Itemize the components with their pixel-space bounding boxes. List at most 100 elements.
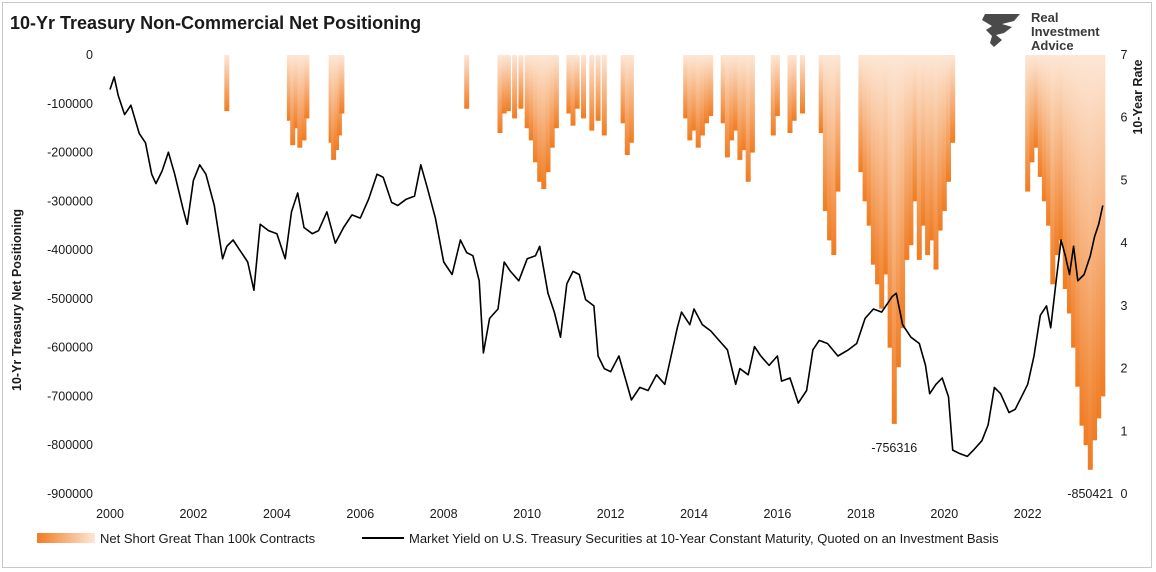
bar-91 bbox=[1054, 55, 1060, 255]
bar-67 bbox=[883, 55, 889, 275]
x-tick-label: 2022 bbox=[1014, 507, 1042, 521]
bar-100 bbox=[1092, 55, 1097, 441]
bar-68 bbox=[887, 55, 893, 348]
x-tick-label: 2020 bbox=[930, 507, 958, 521]
bar-41 bbox=[704, 55, 709, 124]
bar-35 bbox=[628, 55, 634, 143]
left-axis-ticks: 0 -100000 -200000 -300000 -400000 -500000 -600… bbox=[47, 48, 93, 501]
left-tick-label: -100000 bbox=[47, 97, 93, 111]
bar-66 bbox=[879, 55, 885, 309]
bar-44 bbox=[724, 55, 730, 158]
bar-80 bbox=[937, 55, 943, 231]
bar-99 bbox=[1087, 55, 1093, 470]
bar-90 bbox=[1050, 55, 1056, 285]
bar-94 bbox=[1067, 55, 1072, 314]
bar-19 bbox=[528, 55, 534, 141]
brand-line-3: Advice bbox=[1031, 38, 1074, 53]
bar-31 bbox=[595, 55, 601, 121]
bar-54 bbox=[791, 55, 797, 121]
bar-15 bbox=[505, 55, 511, 112]
left-tick-label: -700000 bbox=[47, 389, 93, 403]
brand-logo: Real Investment Advice bbox=[982, 10, 1100, 53]
eagle-logo-icon bbox=[982, 14, 1020, 47]
bar-83 bbox=[950, 55, 956, 143]
bar-40 bbox=[699, 55, 705, 136]
bar-88 bbox=[1041, 55, 1047, 202]
x-tick-label: 2006 bbox=[346, 507, 374, 521]
left-tick-label: -400000 bbox=[47, 243, 93, 257]
bar-18 bbox=[524, 55, 530, 129]
legend-bars-swatch bbox=[37, 533, 95, 543]
bar-34 bbox=[624, 55, 630, 155]
brand-line-1: Real bbox=[1031, 10, 1058, 25]
right-tick-label: 0 bbox=[1121, 487, 1128, 501]
bar-11 bbox=[339, 55, 345, 114]
bar-78 bbox=[929, 55, 935, 241]
right-tick-label: 7 bbox=[1121, 48, 1128, 62]
x-tick-label: 2000 bbox=[96, 507, 124, 521]
left-tick-label: -200000 bbox=[47, 146, 93, 160]
bar-74 bbox=[912, 55, 918, 202]
bar-17 bbox=[518, 55, 524, 109]
right-axis-title: 10-Year Rate bbox=[1131, 59, 1145, 134]
bar-36 bbox=[683, 55, 689, 119]
bar-102 bbox=[1100, 55, 1106, 397]
bar-101 bbox=[1096, 55, 1102, 419]
bar-24 bbox=[549, 55, 555, 148]
bar-28 bbox=[574, 55, 580, 109]
bar-42 bbox=[708, 55, 714, 116]
x-tick-label: 2008 bbox=[430, 507, 458, 521]
bar-33 bbox=[620, 55, 626, 124]
bar-27 bbox=[570, 55, 576, 126]
bar-70 bbox=[895, 55, 901, 368]
bar-13 bbox=[497, 55, 503, 133]
bar-30 bbox=[589, 55, 595, 131]
x-tick-label: 2012 bbox=[597, 507, 625, 521]
legend: Net Short Great Than 100k Contracts Mark… bbox=[37, 531, 999, 546]
bar-84 bbox=[1025, 55, 1031, 192]
legend-line-label: Market Yield on U.S. Treasury Securities… bbox=[409, 531, 999, 546]
bar-52 bbox=[774, 55, 780, 116]
bar-61 bbox=[858, 55, 864, 173]
bar-29 bbox=[581, 55, 586, 119]
bar-58 bbox=[827, 55, 833, 241]
bar-4 bbox=[297, 55, 303, 148]
bar-77 bbox=[925, 55, 931, 255]
bar-6 bbox=[304, 55, 310, 119]
bar-75 bbox=[916, 55, 922, 260]
bar-16 bbox=[512, 55, 518, 119]
right-axis-ticks: 7 6 5 4 3 2 1 0 bbox=[1121, 48, 1128, 501]
annotation-min-2018: -756316 bbox=[871, 441, 917, 455]
brand-line-2: Investment bbox=[1031, 24, 1100, 39]
x-tick-label: 2018 bbox=[847, 507, 875, 521]
bar-38 bbox=[691, 55, 697, 131]
bar-50 bbox=[749, 55, 755, 153]
bar-43 bbox=[720, 55, 726, 124]
net-short-bars bbox=[224, 55, 1106, 470]
yield-line bbox=[109, 76, 1104, 458]
bar-93 bbox=[1062, 55, 1068, 290]
bar-22 bbox=[541, 55, 547, 190]
left-tick-label: -600000 bbox=[47, 341, 93, 355]
right-tick-label: 5 bbox=[1121, 173, 1128, 187]
bar-5 bbox=[301, 55, 307, 141]
bar-55 bbox=[800, 55, 805, 114]
left-tick-label: -800000 bbox=[47, 438, 93, 452]
bar-71 bbox=[900, 55, 906, 329]
bar-56 bbox=[818, 55, 824, 133]
bar-20 bbox=[533, 55, 538, 163]
bar-32 bbox=[601, 55, 607, 136]
bar-26 bbox=[566, 55, 572, 114]
bar-69 bbox=[891, 55, 897, 424]
bar-82 bbox=[946, 55, 951, 182]
left-tick-label: 0 bbox=[86, 48, 93, 62]
bar-21 bbox=[537, 55, 543, 182]
bar-86 bbox=[1033, 55, 1039, 148]
bar-23 bbox=[545, 55, 551, 173]
bar-63 bbox=[866, 55, 872, 226]
left-tick-label: -300000 bbox=[47, 194, 93, 208]
chart-title: 10-Yr Treasury Non-Commercial Net Positi… bbox=[10, 13, 421, 33]
bar-9 bbox=[334, 55, 339, 151]
